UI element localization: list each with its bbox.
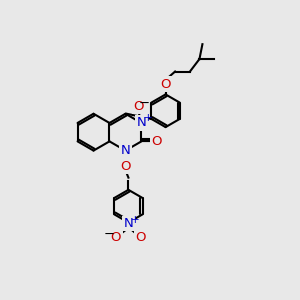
Text: O: O [136, 231, 146, 244]
Text: N: N [124, 217, 133, 230]
Text: O: O [111, 231, 121, 244]
Text: O: O [133, 100, 144, 113]
Text: −: − [104, 228, 115, 241]
Text: N: N [136, 116, 146, 130]
Text: O: O [120, 160, 131, 172]
Text: O: O [160, 77, 171, 91]
Text: O: O [152, 135, 162, 148]
Text: N: N [121, 144, 130, 157]
Text: −: − [139, 97, 150, 110]
Text: +: + [131, 215, 140, 225]
Text: +: + [144, 112, 152, 123]
